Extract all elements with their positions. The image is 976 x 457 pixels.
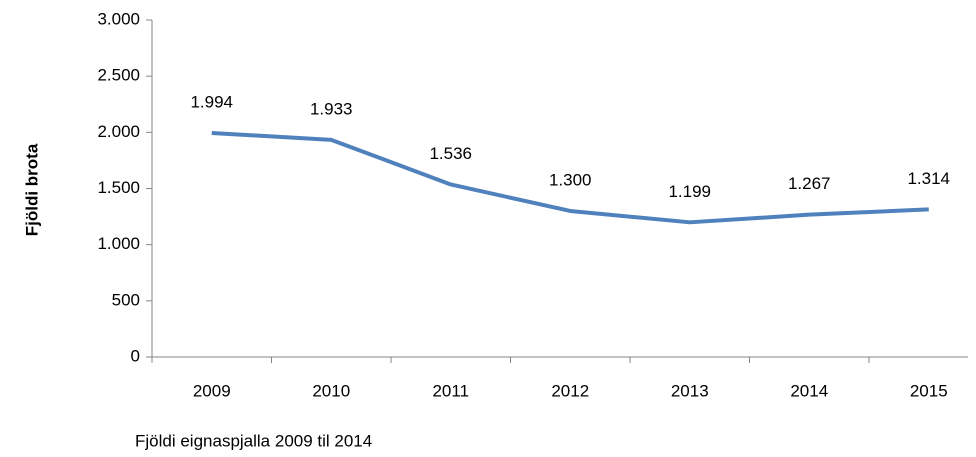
y-tick-label: 500 [112, 290, 140, 309]
chart-title: Fjöldi eignaspjalla 2009 til 2014 [135, 431, 372, 450]
y-axis-label: Fjöldi brota [22, 143, 41, 236]
data-label: 1.199 [668, 182, 711, 201]
x-tick-label: 2009 [193, 381, 231, 400]
x-tick-label: 2015 [910, 381, 948, 400]
y-tick-label: 2.500 [97, 66, 140, 85]
y-tick-label: 0 [131, 346, 140, 365]
data-label: 1.314 [907, 169, 950, 188]
x-tick-label: 2013 [671, 381, 709, 400]
y-tick-label: 1.500 [97, 178, 140, 197]
data-label: 1.267 [788, 174, 831, 193]
data-label: 1.536 [429, 144, 472, 163]
y-tick-label: 2.000 [97, 122, 140, 141]
data-label: 1.994 [190, 92, 233, 111]
data-label: 1.933 [310, 99, 353, 118]
x-tick-label: 2012 [551, 381, 589, 400]
x-tick-label: 2010 [312, 381, 350, 400]
x-tick-label: 2011 [432, 381, 469, 400]
line [211, 131, 929, 225]
y-tick-label: 1.000 [97, 234, 140, 253]
x-tick-label: 2014 [790, 381, 828, 400]
data-label: 1.300 [549, 170, 592, 189]
y-tick-label: 3.000 [97, 9, 140, 28]
